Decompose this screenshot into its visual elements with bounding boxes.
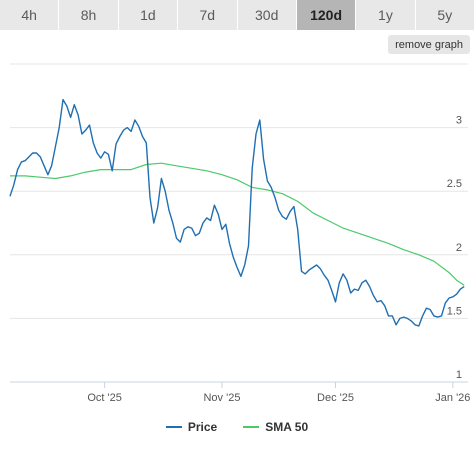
x-tick-label: Jan '26 bbox=[435, 392, 470, 404]
tab-120d[interactable]: 120d bbox=[296, 0, 357, 30]
tab-8h[interactable]: 8h bbox=[59, 0, 119, 30]
y-tick-label: 1 bbox=[456, 369, 462, 381]
series-layer bbox=[9, 98, 465, 327]
sma50-swatch-icon bbox=[243, 426, 260, 428]
tab-30d[interactable]: 30d bbox=[237, 0, 297, 30]
price-line bbox=[9, 98, 465, 327]
chart-legend: Price SMA 50 bbox=[0, 420, 474, 434]
x-tick-label: Dec '25 bbox=[317, 392, 354, 404]
tab-1d[interactable]: 1d bbox=[118, 0, 179, 30]
legend-item-price[interactable]: Price bbox=[165, 420, 218, 434]
y-tick-label: 1.5 bbox=[447, 305, 462, 317]
tab-5y[interactable]: 5y bbox=[415, 0, 474, 30]
tab-4h[interactable]: 4h bbox=[0, 0, 60, 30]
x-axis: Oct '25 Nov '25 Dec '25 Jan '26 bbox=[10, 381, 470, 404]
y-tick-label: 3 bbox=[456, 115, 462, 127]
y-tick-label: 2 bbox=[456, 242, 462, 254]
x-tick-label: Oct '25 bbox=[87, 392, 122, 404]
timeframe-tabs: 4h 8h 1d 7d 30d 120d 1y 5y bbox=[0, 0, 474, 30]
y-axis-labels: 1 1.5 2 2.5 3 bbox=[447, 115, 462, 381]
tab-7d[interactable]: 7d bbox=[178, 0, 238, 30]
legend-sma50-label: SMA 50 bbox=[265, 420, 309, 434]
remove-graph-button[interactable]: remove graph bbox=[388, 35, 470, 54]
price-swatch-icon bbox=[165, 426, 182, 428]
grid-lines bbox=[10, 63, 468, 319]
x-tick-label: Nov '25 bbox=[203, 392, 240, 404]
y-tick-label: 2.5 bbox=[447, 178, 462, 190]
price-chart: 1 1.5 2 2.5 3 Oct '25 Nov '25 Dec '25 Jan '26 bbox=[9, 63, 470, 404]
tab-1y[interactable]: 1y bbox=[356, 0, 416, 30]
legend-item-sma50[interactable]: SMA 50 bbox=[243, 420, 308, 434]
sma-50-line bbox=[10, 162, 465, 286]
legend-price-label: Price bbox=[187, 420, 218, 434]
